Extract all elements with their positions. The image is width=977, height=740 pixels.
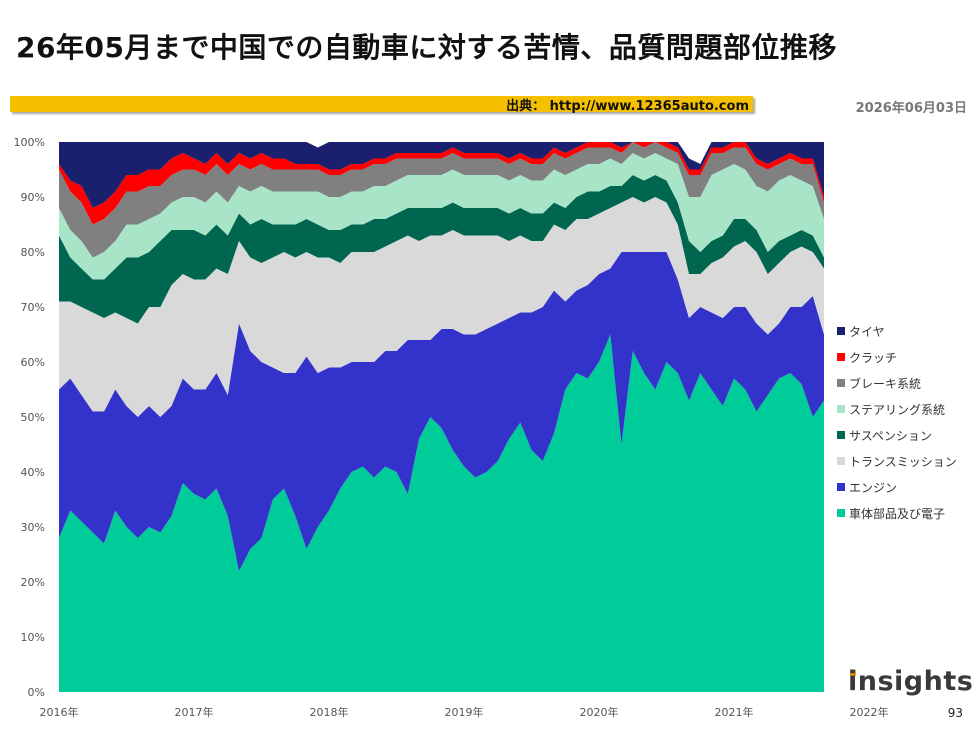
area-series-3: [59, 175, 824, 324]
legend-swatch: [837, 379, 845, 387]
x-axis: 2016年2017年2018年2019年2020年2021年2022年2023年…: [40, 705, 889, 719]
legend-label: 車体部品及び電子: [849, 506, 945, 521]
legend-swatch: [837, 457, 845, 465]
y-tick-label: 80%: [21, 246, 45, 259]
legend-label: ステアリング系統: [849, 403, 945, 417]
legend-swatch: [837, 353, 845, 361]
y-tick-label: 30%: [21, 521, 45, 534]
area-series-0: [59, 334, 824, 692]
y-tick-label: 90%: [21, 191, 45, 204]
x-tick-label: 2020年: [580, 705, 619, 719]
y-tick-label: 10%: [21, 631, 45, 644]
y-tick-label: 40%: [21, 466, 45, 479]
y-tick-label: 20%: [21, 576, 45, 589]
x-tick-label: 2017年: [175, 705, 214, 719]
area-series-4: [59, 153, 824, 280]
y-axis: 0% 10% 20% 30% 40% 50% 60% 70% 80% 90% 100%: [14, 136, 45, 699]
legend-label: クラッチ: [849, 351, 897, 365]
page-title: 26年05月まで中国での自動車に対する苦情、品質問題部位推移: [16, 31, 837, 64]
x-tick-label: 2021年: [715, 705, 754, 719]
chart-plot-area: [59, 142, 824, 692]
source-banner: 出典： http://www.12365auto.com: [10, 96, 753, 114]
legend-label: エンジン: [849, 481, 897, 495]
insights-logo: insights: [848, 666, 974, 697]
page-number: 93: [947, 706, 963, 720]
legend-label: タイヤ: [849, 325, 885, 339]
legend-label: サスペンション: [849, 429, 932, 443]
chart-legend: タイヤクラッチブレーキ系統ステアリング系統サスペンショントランスミッションエンジ…: [837, 325, 957, 521]
y-tick-label: 50%: [21, 411, 45, 424]
y-tick-label: 70%: [21, 301, 45, 314]
x-tick-label: 2018年: [310, 705, 349, 719]
legend-swatch: [837, 327, 845, 335]
legend-swatch: [837, 509, 845, 517]
x-tick-label: 2019年: [445, 705, 484, 719]
area-series-5: [59, 142, 824, 258]
area-series-1: [59, 252, 824, 571]
legend-swatch: [837, 483, 845, 491]
legend-swatch: [837, 431, 845, 439]
legend-swatch: [837, 405, 845, 413]
report-date: 2026年06月03日: [855, 101, 967, 116]
x-tick-label: 2016年: [40, 705, 79, 719]
legend-label: ブレーキ系統: [849, 376, 921, 391]
y-tick-label: 60%: [21, 356, 45, 369]
area-series-6: [59, 142, 824, 225]
x-tick-label: 2022年: [850, 705, 889, 719]
source-text: 出典： http://www.12365auto.com: [506, 99, 749, 114]
area-series-7: [59, 142, 824, 208]
y-tick-label: 100%: [14, 136, 45, 149]
y-tick-label: 0%: [28, 686, 45, 699]
area-series-2: [59, 197, 824, 417]
logo-dot: [850, 670, 856, 676]
legend-label: トランスミッション: [849, 455, 957, 469]
